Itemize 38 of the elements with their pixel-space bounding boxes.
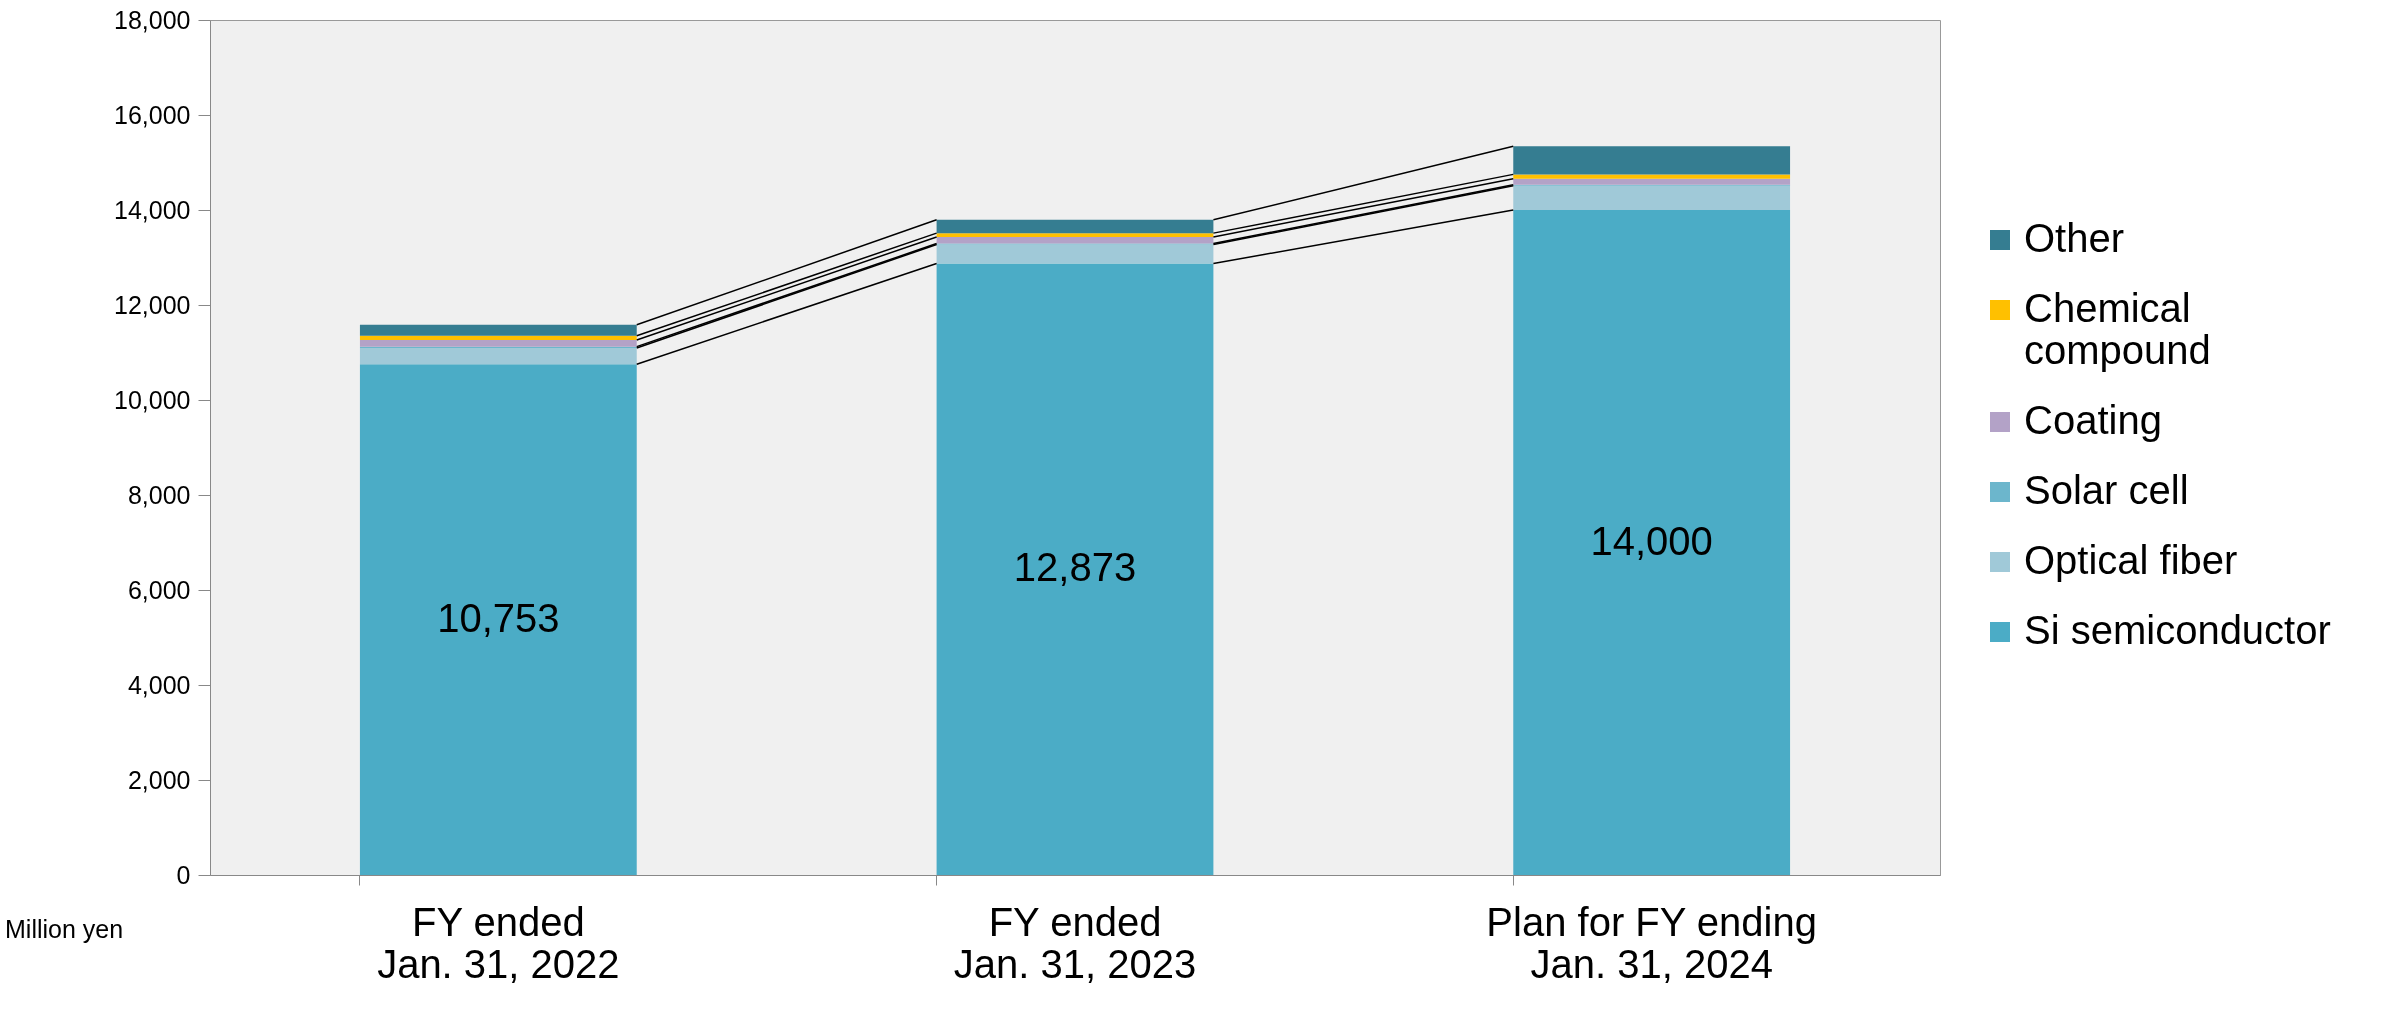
y-tick-label: 16,000	[114, 100, 191, 129]
bar	[1513, 210, 1791, 875]
bar	[359, 364, 637, 875]
legend-label: Coating	[2024, 398, 2162, 442]
bar	[936, 233, 1214, 237]
bar	[359, 348, 637, 365]
x-tick-label: Plan for FY ending Jan. 31, 2024	[1486, 899, 1817, 986]
y-tick-label: 12,000	[114, 290, 191, 319]
y-tick-label: 6,000	[127, 575, 191, 604]
legend-label: Solar cell	[2024, 468, 2189, 512]
legend-label: Other	[2024, 216, 2125, 260]
bar	[359, 324, 637, 336]
x-tick-label: FY ended Jan. 31, 2023	[953, 899, 1197, 986]
y-tick-label: 10,000	[114, 385, 191, 414]
y-tick-label: 18,000	[114, 5, 191, 34]
y-tick-label: 4,000	[127, 670, 191, 699]
data-label: 12,873	[1013, 545, 1137, 590]
bar	[936, 236, 1214, 244]
data-label: 14,000	[1590, 518, 1713, 563]
data-label: 10,753	[437, 595, 560, 640]
bar	[936, 244, 1214, 264]
text: Million yen	[5, 915, 124, 943]
bar	[1513, 146, 1791, 175]
legend-label: Optical fiber	[2024, 538, 2238, 582]
legend-label: Si semiconductor	[2024, 608, 2331, 652]
y-tick-label: 14,000	[114, 195, 191, 224]
bar	[1513, 174, 1791, 179]
x-tick-label: FY ended Jan. 31, 2022	[377, 899, 620, 986]
bar	[936, 263, 1214, 875]
bar	[359, 335, 637, 341]
legend-label: Chemical compound	[2024, 286, 2211, 372]
y-tick-label: 2,000	[127, 765, 191, 794]
bar	[1513, 185, 1791, 210]
bar	[1513, 178, 1791, 185]
y-tick-label: 0	[176, 860, 191, 889]
bar	[936, 219, 1214, 234]
bar	[359, 340, 637, 347]
y-tick-label: 8,000	[127, 480, 191, 509]
